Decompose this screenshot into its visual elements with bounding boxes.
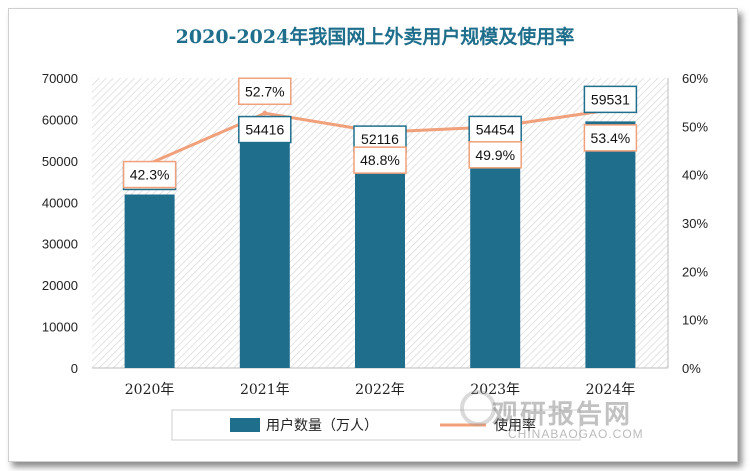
y-left-tick-label: 30000 [42,237,78,252]
bar [239,142,290,368]
rate-value-label-box [353,146,407,174]
y-left-tick-label: 40000 [42,195,78,210]
y-left-tick-label: 10000 [42,320,78,335]
y-right-tick-label: 40% [682,168,708,183]
y-left-tick-label: 70000 [42,71,78,86]
rate-value-label-box [122,160,177,189]
bar-value-label: 54454 [476,121,515,137]
rate-value-label: 48.8% [360,152,400,168]
y-left-tick-label: 0 [71,361,78,376]
y-left-tick-label: 50000 [42,154,78,169]
chart-title: 2020-2024年我国网上外卖用户规模及使用率 [175,26,575,48]
line-point [262,110,268,116]
x-tick-label: 2021年 [240,382,290,398]
bar-value-label: 54416 [245,122,284,138]
y-right-tick-label: 60% [682,71,708,86]
y-right-tick-label: 20% [682,264,708,279]
y-right-tick-label: 30% [682,216,708,231]
rate-value-label: 49.9% [475,147,515,163]
bar [585,121,636,368]
legend-line-label: 使用率 [494,417,536,433]
watermark-url: CHINABAOGAO.COM [508,427,644,441]
bar [355,152,405,368]
rate-value-label-box [468,141,522,169]
rate-value-label-box [238,77,292,106]
bar-value-label-box [583,85,638,114]
rate-value-label-box [583,124,638,152]
bar-value-label: 52116 [361,131,399,147]
bar-value-label-box [238,115,292,144]
x-tick-label: 2020年 [125,382,175,398]
watermark-name: 观研报告网 [492,399,633,429]
legend-box [171,409,581,441]
rate-value-label: 52.7% [245,83,285,99]
bar-value-label: 59531 [591,91,630,107]
watermark-logo-icon [460,390,496,426]
y-left-tick-label: 60000 [42,112,78,127]
x-tick-label: 2022年 [355,382,405,398]
x-tick-label: 2024年 [586,382,636,398]
legend-bar-swatch [230,418,260,432]
bar [470,142,521,368]
legend-bar-label: 用户数量（万人） [266,417,378,433]
y-left-tick-label: 20000 [42,278,78,293]
rate-value-label: 53.4% [591,130,631,146]
y-right-tick-label: 0% [682,361,701,376]
bar-value-label-box [468,115,522,144]
legend: 用户数量（万人） 使用率 [171,409,581,441]
rate-value-label: 42.3% [130,167,170,183]
y-right-tick-label: 10% [682,313,708,328]
y-right-tick-label: 50% [682,119,708,134]
bar [124,194,175,368]
